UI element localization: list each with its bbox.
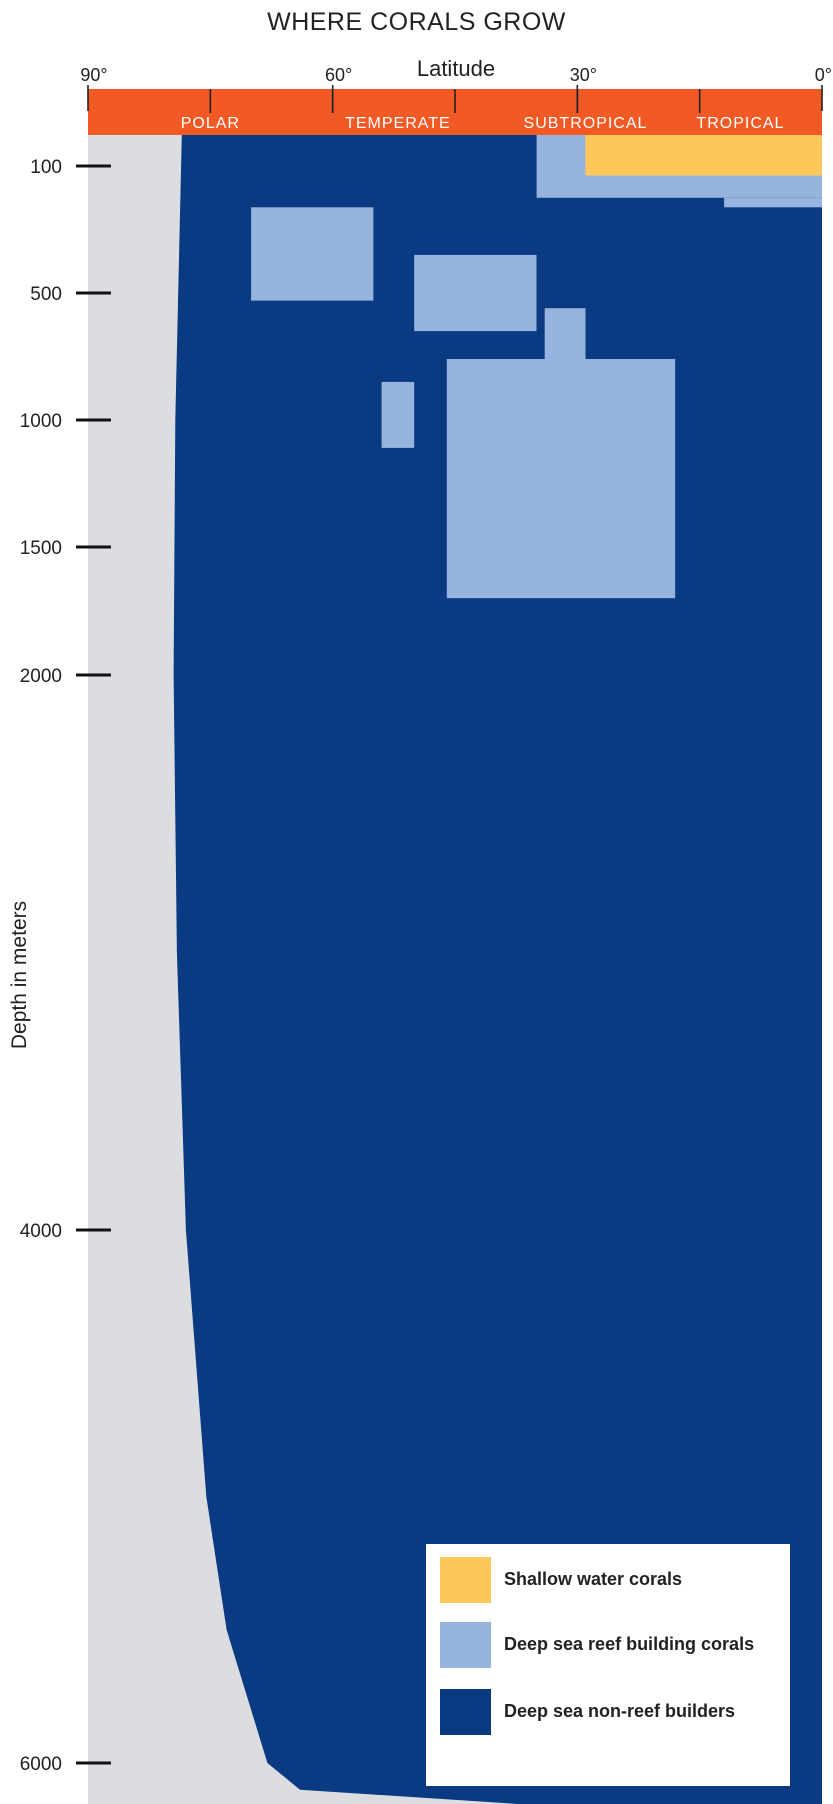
y-tick-label-6000: 6000 xyxy=(20,1754,62,1775)
deep-reef-region-6 xyxy=(446,359,676,599)
legend-item-deep-reef: Deep sea reef building corals xyxy=(440,1622,780,1668)
legend-label-deep-reef: Deep sea reef building corals xyxy=(504,1634,755,1654)
x-tick-label-0: 0° xyxy=(815,65,832,85)
zone-label-temperate: TEMPERATE xyxy=(345,115,451,132)
legend-swatch-shallow xyxy=(440,1557,491,1603)
x-tick-label-90: 90° xyxy=(80,65,107,85)
y-tick-label-4000: 4000 xyxy=(20,1221,62,1242)
y-axis-label: Depth in meters xyxy=(8,900,31,1050)
legend-swatch-deep-reef xyxy=(440,1622,491,1668)
x-tick-label-30: 30° xyxy=(570,65,597,85)
deep-reef-region-4 xyxy=(414,254,537,332)
y-tick-label-2000: 2000 xyxy=(20,666,62,687)
y-tick-label-100: 100 xyxy=(30,157,62,178)
legend-label-shallow: Shallow water corals xyxy=(504,1569,683,1589)
deep-reef-region-7 xyxy=(381,381,415,448)
y-tick-label-1000: 1000 xyxy=(20,411,62,432)
legend-label-non-reef: Deep sea non-reef builders xyxy=(504,1701,736,1721)
deep-reef-region-3 xyxy=(251,207,374,301)
x-tick-label-60: 60° xyxy=(325,65,352,85)
zone-label-tropical: TROPICAL xyxy=(696,115,784,132)
chart-title: WHERE CORALS GROW xyxy=(267,8,566,36)
x-axis-label: Latitude xyxy=(416,56,496,81)
y-tick-label-1500: 1500 xyxy=(20,538,62,559)
deep-reef-region-2 xyxy=(724,197,822,208)
y-tick-label-500: 500 xyxy=(30,284,62,305)
shallow-coral-region-1 xyxy=(585,135,822,176)
zone-label-subtropical: SUBTROPICAL xyxy=(524,115,648,132)
legend-item-shallow: Shallow water corals xyxy=(440,1557,780,1603)
legend-swatch-non-reef xyxy=(440,1689,491,1735)
deep-reef-region-5 xyxy=(544,308,586,362)
legend: Shallow water corals Deep sea reef build… xyxy=(426,1544,790,1786)
zone-label-polar: POLAR xyxy=(181,115,240,132)
legend-item-non-reef: Deep sea non-reef builders xyxy=(440,1689,780,1735)
